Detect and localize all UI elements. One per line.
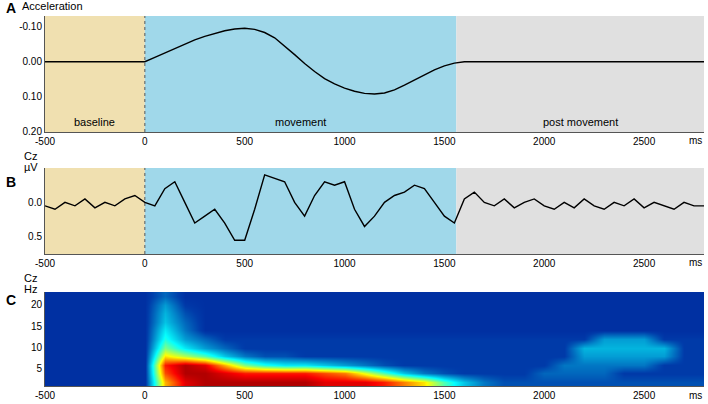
svg-text:2000: 2000 [533, 390, 556, 401]
svg-text:Hz: Hz [24, 283, 37, 295]
svg-text:Acceleration: Acceleration [22, 0, 83, 12]
svg-text:2000: 2000 [533, 136, 556, 147]
svg-text:500: 500 [236, 258, 253, 269]
svg-text:C: C [6, 292, 16, 308]
svg-text:0.0: 0.0 [28, 197, 42, 208]
svg-text:ms: ms [689, 257, 702, 268]
svg-text:B: B [6, 174, 16, 190]
svg-text:post movement: post movement [543, 116, 618, 128]
svg-text:1000: 1000 [333, 258, 356, 269]
svg-text:1500: 1500 [433, 136, 456, 147]
svg-text:10: 10 [31, 342, 43, 353]
svg-text:Cz: Cz [24, 150, 37, 162]
svg-text:ms: ms [689, 390, 702, 401]
svg-text:1000: 1000 [333, 390, 356, 401]
svg-text:-500: -500 [35, 136, 55, 147]
svg-text:0: 0 [142, 258, 148, 269]
svg-text:1500: 1500 [433, 258, 456, 269]
svg-text:2500: 2500 [633, 136, 656, 147]
svg-text:5: 5 [36, 363, 42, 374]
svg-text:-500: -500 [35, 258, 55, 269]
svg-text:2000: 2000 [533, 258, 556, 269]
svg-text:-500: -500 [35, 390, 55, 401]
svg-text:µV: µV [24, 161, 38, 173]
svg-text:movement: movement [275, 116, 326, 128]
svg-text:0.00: 0.00 [23, 56, 43, 67]
svg-text:-0.10: -0.10 [19, 21, 42, 32]
svg-text:2500: 2500 [633, 390, 656, 401]
svg-text:15: 15 [31, 321, 43, 332]
svg-text:baseline: baseline [74, 116, 115, 128]
svg-text:ms: ms [689, 135, 702, 146]
svg-text:A: A [6, 0, 16, 16]
svg-text:500: 500 [236, 136, 253, 147]
svg-text:1000: 1000 [333, 136, 356, 147]
svg-text:0: 0 [142, 136, 148, 147]
svg-text:0.5: 0.5 [28, 231, 42, 242]
svg-text:2500: 2500 [633, 258, 656, 269]
svg-text:Cz: Cz [24, 272, 37, 284]
svg-text:0.20: 0.20 [23, 126, 43, 137]
svg-text:500: 500 [236, 390, 253, 401]
svg-text:20: 20 [31, 299, 43, 310]
svg-text:0: 0 [142, 390, 148, 401]
svg-text:1500: 1500 [433, 390, 456, 401]
svg-text:0.10: 0.10 [23, 91, 43, 102]
